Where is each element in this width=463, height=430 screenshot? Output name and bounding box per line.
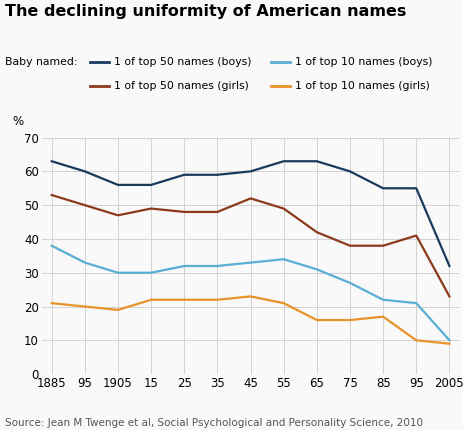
Text: 1 of top 10 names (girls): 1 of top 10 names (girls) [294,81,429,91]
Text: Source: Jean M Twenge et al, Social Psychological and Personality Science, 2010: Source: Jean M Twenge et al, Social Psyc… [5,418,422,428]
Text: 1 of top 50 names (girls): 1 of top 50 names (girls) [113,81,248,91]
Text: 1 of top 10 names (boys): 1 of top 10 names (boys) [294,57,431,68]
Text: The declining uniformity of American names: The declining uniformity of American nam… [5,4,405,19]
Text: 1 of top 50 names (boys): 1 of top 50 names (boys) [113,57,250,68]
Text: Baby named:: Baby named: [5,57,77,68]
Text: %: % [13,115,24,128]
